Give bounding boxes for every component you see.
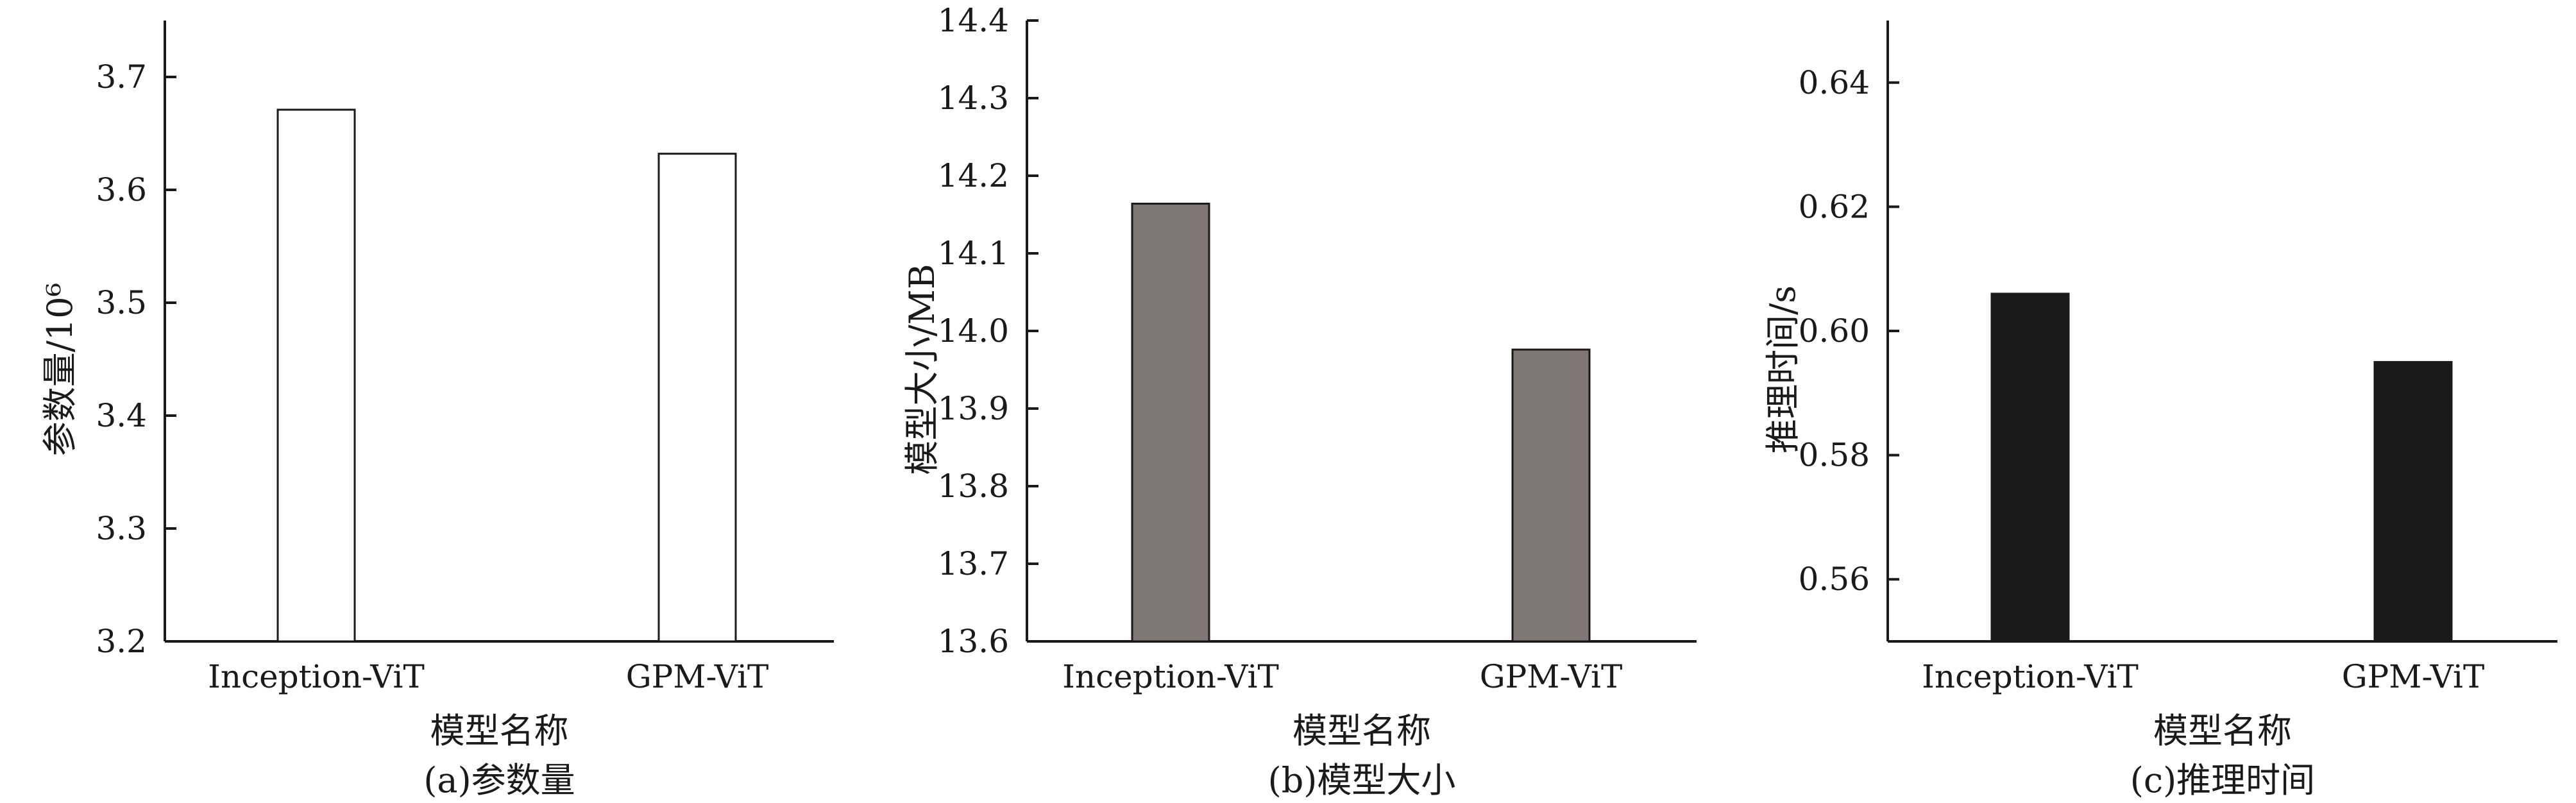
y-tick-label: 0.64 [1799,64,1870,101]
y-tick-label: 0.58 [1799,437,1870,474]
y-tick-label: 3.3 [96,510,147,547]
chart-panel-2: 0.56 0.58 0.60 0.62 0.64 Inception-ViT GPM-ViT… [1763,21,2557,800]
x-axis-title: 模型名称 [1292,711,1431,751]
bar-inception-vit [276,108,356,643]
x-category-label: Inception-ViT [1922,658,2139,695]
panel-caption: (c)推理时间 [2130,760,2315,800]
x-category-label: GPM-ViT [626,658,769,695]
y-axis-title: 推理时间/s [1763,285,1803,453]
bar-gpm-vit [1511,348,1591,643]
x-category-label: Inception-ViT [208,658,425,695]
y-tick-label: 3.6 [96,171,147,208]
y-tick-label: 14.2 [938,157,1009,194]
y-tick-label: 13.6 [938,623,1009,660]
y-axis-title: 模型大小/MB [902,264,942,475]
y-tick-label: 0.62 [1799,188,1870,225]
y-tick-label: 3.2 [96,623,147,660]
y-tick-label: 13.9 [938,390,1009,427]
y-tick-label: 14.3 [938,80,1009,117]
y-tick-label: 3.5 [96,284,147,321]
y-tick-label: 14.0 [938,312,1009,350]
x-category-label: Inception-ViT [1062,658,1279,695]
x-axis-title: 模型名称 [2153,711,2292,751]
y-tick-label: 13.8 [938,468,1009,505]
chart-panel-1: 13.6 13.7 13.8 13.9 14.0 14.1 14.2 14.3 14.4 Ince… [902,2,1697,800]
x-category-label: GPM-ViT [1480,658,1623,695]
y-tick-label: 3.4 [96,397,147,434]
y-tick-label: 3.7 [96,58,147,96]
bar-inception-vit [1990,292,2070,643]
y-tick-label: 14.4 [938,2,1009,39]
bar-inception-vit [1131,203,1210,643]
y-tick-label: 0.56 [1799,561,1870,598]
chart-panel-0: 3.2 3.3 3.4 3.5 3.6 3.7 Inception-ViT GPM-ViT 模型… [40,21,834,800]
panel-caption: (b)模型大小 [1268,760,1456,800]
y-tick-label: 14.1 [938,235,1009,272]
y-tick-label: 0.60 [1799,312,1870,350]
y-tick-label: 13.7 [938,545,1009,582]
bar-gpm-vit [2373,360,2453,643]
bar-gpm-vit [657,153,737,643]
y-axis-title: 参数量/10⁶ [40,283,80,457]
panel-caption: (a)参数量 [423,760,575,800]
x-axis-title: 模型名称 [430,711,569,751]
x-category-label: GPM-ViT [2342,658,2485,695]
